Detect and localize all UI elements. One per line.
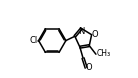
- Text: CH₃: CH₃: [96, 49, 110, 58]
- Text: N: N: [78, 27, 85, 37]
- Text: O: O: [91, 30, 98, 39]
- Text: Cl: Cl: [29, 36, 37, 45]
- Text: O: O: [85, 63, 92, 72]
